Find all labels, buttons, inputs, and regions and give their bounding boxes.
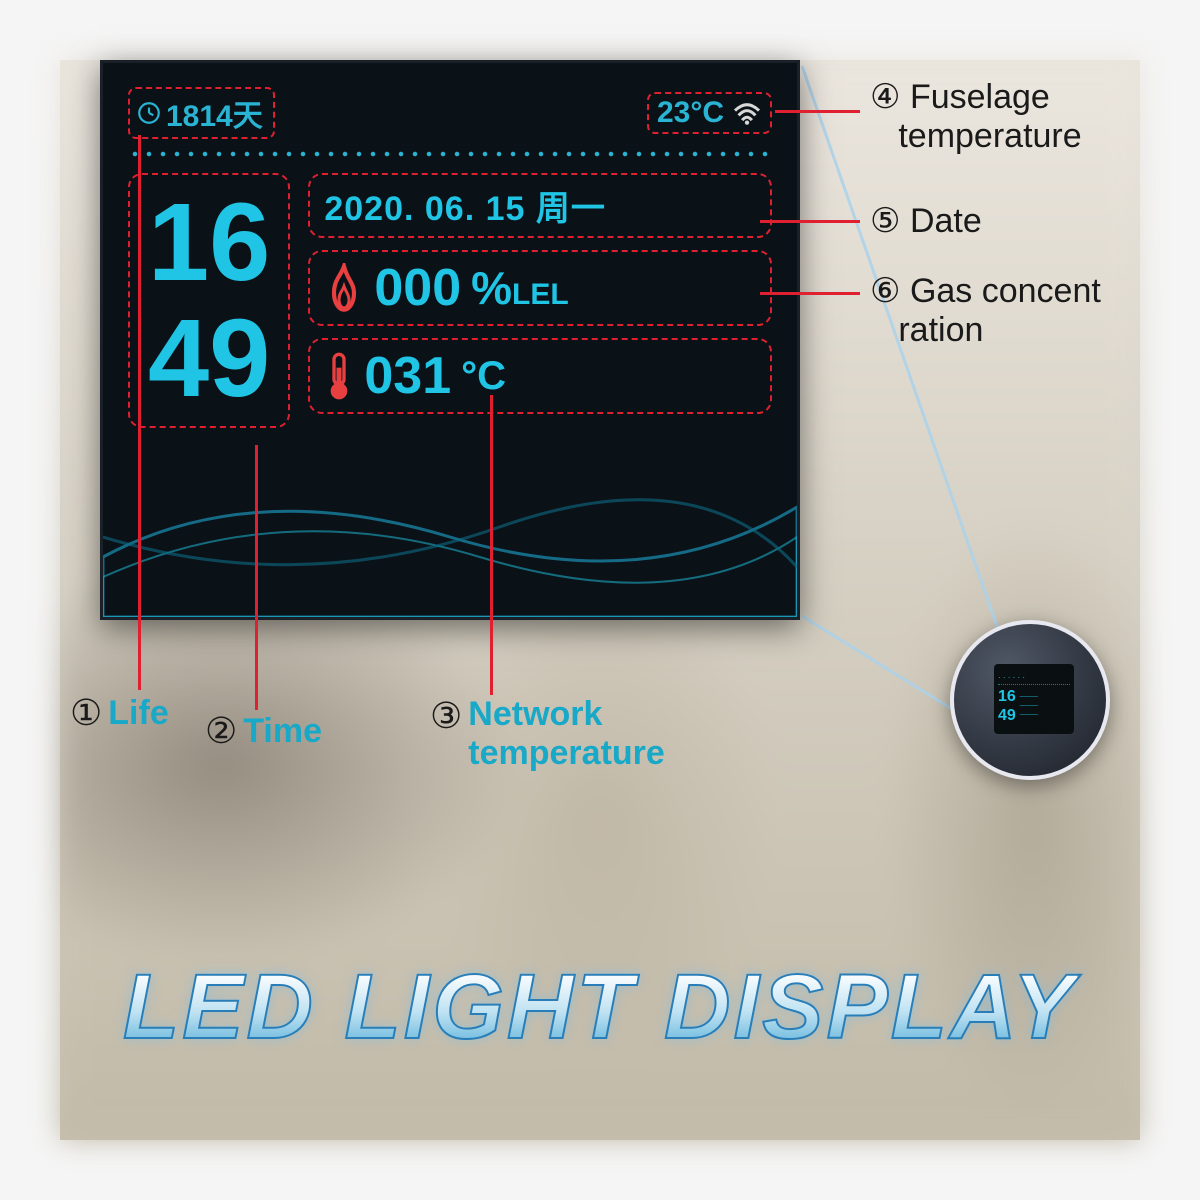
leader-3 bbox=[490, 395, 493, 695]
leader-2 bbox=[255, 445, 258, 710]
dotted-divider bbox=[128, 151, 772, 157]
network-temp-value: 031 bbox=[364, 346, 451, 406]
mini-r3: ——— bbox=[1020, 712, 1038, 719]
time-hours: 16 bbox=[148, 185, 270, 301]
wifi-icon bbox=[732, 101, 762, 125]
flame-icon bbox=[324, 263, 364, 313]
right-readouts: 2020. 06. 15 周一 000 %LEL bbox=[308, 173, 772, 428]
fuselage-temp-readout: 23°C bbox=[647, 92, 772, 134]
annotation-3: ③ Network temperature bbox=[430, 695, 665, 773]
fuselage-temp-value: 23°C bbox=[657, 96, 724, 130]
mini-r1: ——— bbox=[1020, 694, 1038, 701]
time-readout: 16 49 bbox=[128, 173, 290, 428]
annotation-6: ⑥ Gas concent ration bbox=[870, 272, 1101, 350]
device-product: · · · · · · 16 49 ——— ——— ——— bbox=[950, 620, 1110, 780]
annotation-4: ④ Fuselage temperature bbox=[870, 78, 1082, 156]
gas-unit: %LEL bbox=[471, 261, 569, 315]
life-value: 1814天 bbox=[166, 91, 263, 135]
headline-text: LED LIGHT DISPLAY bbox=[123, 956, 1077, 1058]
annotation-5: ⑤ Date bbox=[870, 202, 982, 241]
mini-mm: 49 bbox=[998, 706, 1016, 725]
mini-r2: ——— bbox=[1020, 703, 1038, 710]
network-temp-readout: 031 °C bbox=[308, 338, 772, 414]
mini-hh: 16 bbox=[998, 687, 1016, 706]
leader-4 bbox=[775, 110, 860, 113]
lcd-display-panel: 1814天 23°C 16 49 bbox=[100, 60, 800, 620]
life-readout: 1814天 bbox=[128, 87, 275, 139]
date-text: 2020. 06. 15 周一 bbox=[324, 181, 606, 230]
leader-5 bbox=[760, 220, 860, 223]
leader-1 bbox=[138, 135, 141, 690]
clock-icon bbox=[136, 100, 162, 126]
thermometer-icon bbox=[324, 351, 354, 401]
device-mini-screen: · · · · · · 16 49 ——— ——— ——— bbox=[994, 664, 1074, 734]
mini-top: · · · · · · bbox=[998, 673, 1070, 686]
leader-6 bbox=[760, 292, 860, 295]
infographic-container: 1814天 23°C 16 49 bbox=[60, 60, 1140, 1140]
lcd-top-bar: 1814天 23°C bbox=[128, 88, 772, 138]
time-minutes: 49 bbox=[148, 301, 270, 417]
annotation-2: ② Time bbox=[205, 710, 322, 752]
gas-readout: 000 %LEL bbox=[308, 250, 772, 326]
lcd-main-area: 16 49 2020. 06. 15 周一 000 %LEL bbox=[128, 173, 772, 428]
network-temp-unit: °C bbox=[461, 354, 506, 399]
annotation-1: ① Life bbox=[70, 692, 169, 734]
gas-value: 000 bbox=[374, 258, 461, 318]
date-readout: 2020. 06. 15 周一 bbox=[308, 173, 772, 238]
